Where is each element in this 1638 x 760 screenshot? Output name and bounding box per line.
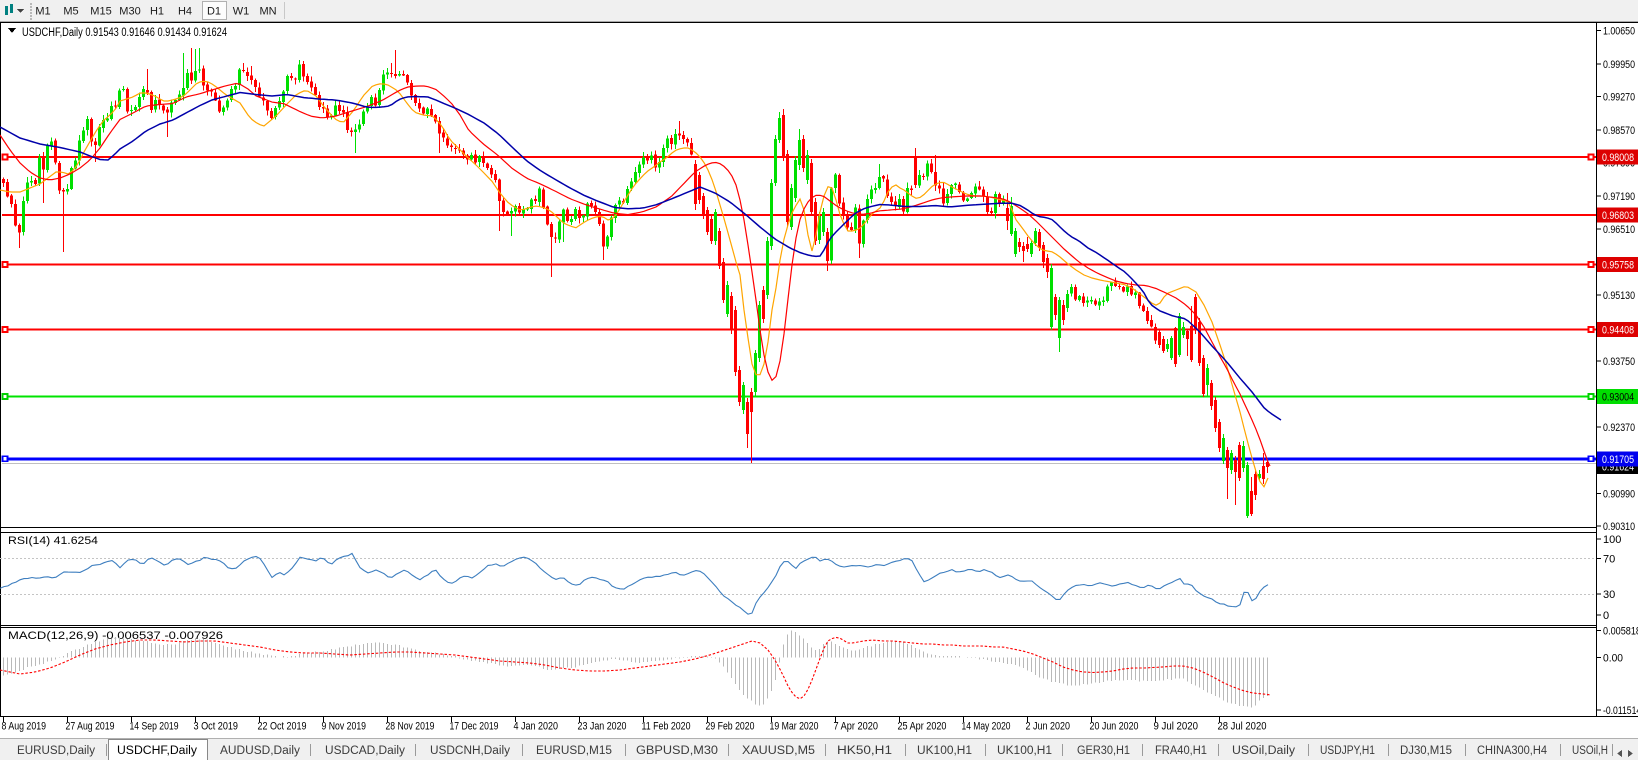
svg-text:0.94408: 0.94408: [1602, 325, 1634, 337]
svg-text:14 Sep 2019: 14 Sep 2019: [130, 721, 179, 733]
svg-text:0.96803: 0.96803: [1602, 210, 1634, 222]
svg-text:28 Jul 2020: 28 Jul 2020: [1218, 721, 1267, 733]
svg-text:M30: M30: [119, 6, 140, 18]
svg-text:0.93004: 0.93004: [1602, 392, 1634, 404]
svg-text:AUDUSD,Daily: AUDUSD,Daily: [220, 745, 300, 757]
svg-text:D1: D1: [207, 6, 221, 18]
svg-text:USOil,Daily: USOil,Daily: [1232, 745, 1295, 757]
svg-text:H4: H4: [178, 6, 192, 18]
svg-text:GBPUSD,M30: GBPUSD,M30: [636, 745, 718, 757]
svg-text:9 Jul 2020: 9 Jul 2020: [1154, 721, 1199, 733]
svg-text:USOil,H: USOil,H: [1572, 745, 1608, 757]
svg-text:0.98008: 0.98008: [1602, 152, 1634, 164]
svg-text:25 Apr 2020: 25 Apr 2020: [898, 721, 947, 733]
svg-text:0.00: 0.00: [1603, 652, 1623, 664]
svg-text:1.00650: 1.00650: [1603, 25, 1635, 37]
svg-text:HK50,H1: HK50,H1: [837, 745, 892, 757]
svg-text:EURUSD,Daily: EURUSD,Daily: [17, 745, 95, 757]
svg-text:27 Aug 2019: 27 Aug 2019: [66, 721, 115, 733]
svg-text:M5: M5: [63, 6, 78, 18]
svg-text:M1: M1: [35, 6, 50, 18]
svg-text:UK100,H1: UK100,H1: [917, 745, 972, 757]
svg-text:DJ30,M15: DJ30,M15: [1400, 745, 1452, 757]
svg-text:11 Feb 2020: 11 Feb 2020: [642, 721, 691, 733]
svg-text:0.005818: 0.005818: [1603, 626, 1638, 638]
svg-text:100: 100: [1603, 534, 1621, 546]
svg-text:28 Nov 2019: 28 Nov 2019: [386, 721, 435, 733]
svg-text:20 Jun 2020: 20 Jun 2020: [1090, 721, 1139, 733]
svg-text:0.96510: 0.96510: [1603, 224, 1635, 236]
svg-text:8 Aug 2019: 8 Aug 2019: [2, 721, 47, 733]
svg-text:0.92370: 0.92370: [1603, 422, 1635, 434]
svg-text:0.93750: 0.93750: [1603, 356, 1635, 368]
svg-text:H1: H1: [150, 6, 164, 18]
svg-text:CHINA300,H4: CHINA300,H4: [1477, 745, 1548, 757]
svg-text:0: 0: [1603, 610, 1609, 622]
svg-text:USDCNH,Daily: USDCNH,Daily: [430, 745, 510, 757]
svg-text:0.99270: 0.99270: [1603, 92, 1635, 104]
svg-text:23 Jan 2020: 23 Jan 2020: [578, 721, 627, 733]
svg-text:17 Dec 2019: 17 Dec 2019: [450, 721, 499, 733]
svg-text:22 Oct 2019: 22 Oct 2019: [258, 721, 307, 733]
svg-text:EURUSD,M15: EURUSD,M15: [536, 745, 612, 757]
svg-text:29 Feb 2020: 29 Feb 2020: [706, 721, 755, 733]
svg-text:USDCAD,Daily: USDCAD,Daily: [325, 745, 405, 757]
svg-text:MACD(12,26,9) -0.006537 -0.007: MACD(12,26,9) -0.006537 -0.007926: [8, 630, 223, 642]
svg-text:0.95758: 0.95758: [1602, 260, 1634, 272]
svg-text:0.90990: 0.90990: [1603, 488, 1635, 500]
svg-text:19 Mar 2020: 19 Mar 2020: [770, 721, 819, 733]
svg-text:0.99950: 0.99950: [1603, 59, 1635, 71]
svg-text:FRA40,H1: FRA40,H1: [1155, 745, 1207, 757]
svg-text:9 Nov 2019: 9 Nov 2019: [322, 721, 367, 733]
svg-text:USDCHF,Daily: USDCHF,Daily: [117, 745, 197, 757]
svg-text:0.90310: 0.90310: [1603, 521, 1635, 533]
svg-text:W1: W1: [233, 6, 250, 18]
svg-text:3 Oct 2019: 3 Oct 2019: [194, 721, 239, 733]
svg-text:14 May 2020: 14 May 2020: [962, 721, 1011, 733]
svg-text:MN: MN: [259, 6, 276, 18]
svg-text:GER30,H1: GER30,H1: [1077, 745, 1130, 757]
svg-text:2 Jun 2020: 2 Jun 2020: [1026, 721, 1071, 733]
svg-text:0.91705: 0.91705: [1602, 454, 1634, 466]
svg-text:-0.0115142: -0.0115142: [1603, 705, 1638, 717]
svg-text:70: 70: [1603, 554, 1615, 566]
svg-text:UK100,H1: UK100,H1: [997, 745, 1052, 757]
svg-text:4 Jan 2020: 4 Jan 2020: [514, 721, 559, 733]
svg-text:M15: M15: [90, 6, 111, 18]
svg-text:USDJPY,H1: USDJPY,H1: [1320, 745, 1375, 757]
svg-text:USDCHF,Daily 0.91543 0.91646: USDCHF,Daily 0.91543 0.91646 0.91434 0.9…: [22, 27, 227, 39]
svg-text:0.98570: 0.98570: [1603, 125, 1635, 137]
svg-text:0.97190: 0.97190: [1603, 191, 1635, 203]
svg-text:RSI(14) 41.6254: RSI(14) 41.6254: [8, 535, 98, 547]
svg-text:7 Apr 2020: 7 Apr 2020: [834, 721, 879, 733]
svg-text:0.95130: 0.95130: [1603, 290, 1635, 302]
svg-text:30: 30: [1603, 589, 1615, 601]
svg-text:XAUUSD,M5: XAUUSD,M5: [742, 745, 815, 757]
